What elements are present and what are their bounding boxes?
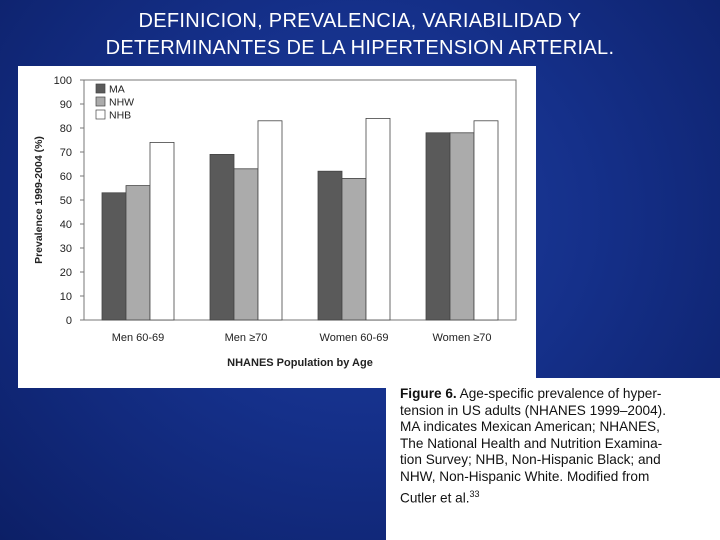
y-tick-label: 50 [60, 195, 72, 207]
y-tick-label: 0 [66, 315, 72, 327]
y-tick-label: 40 [60, 219, 72, 231]
bar-chart: 0 10 20 30 40 50 60 70 80 90 100 Prevalence 1999-20… [33, 75, 517, 369]
chart-panel: 0 10 20 30 40 50 60 70 80 90 100 Prevalence 1999-20… [18, 66, 536, 388]
bar-ma-1 [209, 154, 235, 321]
caption-line-3: MA indicates Mexican American; NHANES, [400, 419, 660, 435]
bar-nhw-3 [449, 132, 475, 321]
figure-caption: Figure 6. Age-specific prevalence of hyp… [400, 386, 716, 507]
y-tick-label: 10 [60, 291, 72, 303]
bar-nhb-1 [257, 120, 283, 321]
caption-line-5: tion Survey; NHB, Non-Hispanic Black; an… [400, 452, 661, 468]
legend-label-nhb: NHB [109, 110, 131, 122]
bar-nhw-2 [341, 178, 367, 321]
caption-reference-superscript: 33 [469, 488, 480, 499]
y-tick-label: 30 [60, 243, 72, 255]
slide-title: DEFINICION, PREVALENCIA, VARIABILIDAD Y … [0, 8, 720, 62]
y-tick-label: 100 [54, 75, 72, 87]
slide-title-line-2: DETERMINANTES DE LA HIPERTENSION ARTERIA… [105, 37, 615, 59]
bar-nhb-0 [149, 142, 175, 321]
caption-figure-label: Figure 6. [400, 386, 457, 401]
legend-label-nhw: NHW [109, 97, 134, 109]
caption-line-1: Age-specific prevalence of hyper- [456, 386, 662, 401]
x-category-label: Men 60-69 [112, 332, 165, 344]
y-tick-label: 20 [60, 267, 72, 279]
y-tick-label: 90 [60, 99, 72, 111]
bar-ma-2 [317, 170, 343, 321]
caption-line-7: Cutler et al. [400, 490, 470, 506]
bar-ma-3 [425, 132, 451, 321]
x-category-label: Men ≥70 [225, 332, 268, 344]
x-category-label: Women ≥70 [432, 332, 491, 344]
y-axis-label: Prevalence 1999-2004 (%) [33, 136, 45, 264]
legend-swatch-nhb [95, 109, 106, 120]
bar-nhb-3 [473, 120, 499, 321]
slide-title-line-1: DEFINICION, PREVALENCIA, VARIABILIDAD Y [138, 10, 582, 32]
x-axis-label: NHANES Population by Age [227, 357, 373, 369]
caption-panel: Figure 6. Age-specific prevalence of hyp… [386, 378, 720, 540]
bar-ma-0 [101, 192, 127, 321]
bar-nhb-2 [365, 118, 391, 321]
bar-nhw-1 [233, 168, 259, 321]
legend-swatch-ma [95, 83, 106, 94]
legend-swatch-nhw [95, 96, 106, 107]
y-tick-label: 60 [60, 171, 72, 183]
bar-nhw-0 [125, 185, 151, 321]
x-category-label: Women 60-69 [320, 332, 389, 344]
caption-line-2: tension in US adults (NHANES 1999–2004). [400, 402, 666, 418]
caption-line-4: The National Health and Nutrition Examin… [400, 435, 663, 451]
legend-label-ma: MA [109, 84, 125, 96]
caption-line-6: NHW, Non-Hispanic White. Modified from [400, 468, 650, 484]
y-tick-label: 70 [60, 147, 72, 159]
y-tick-label: 80 [60, 123, 72, 135]
